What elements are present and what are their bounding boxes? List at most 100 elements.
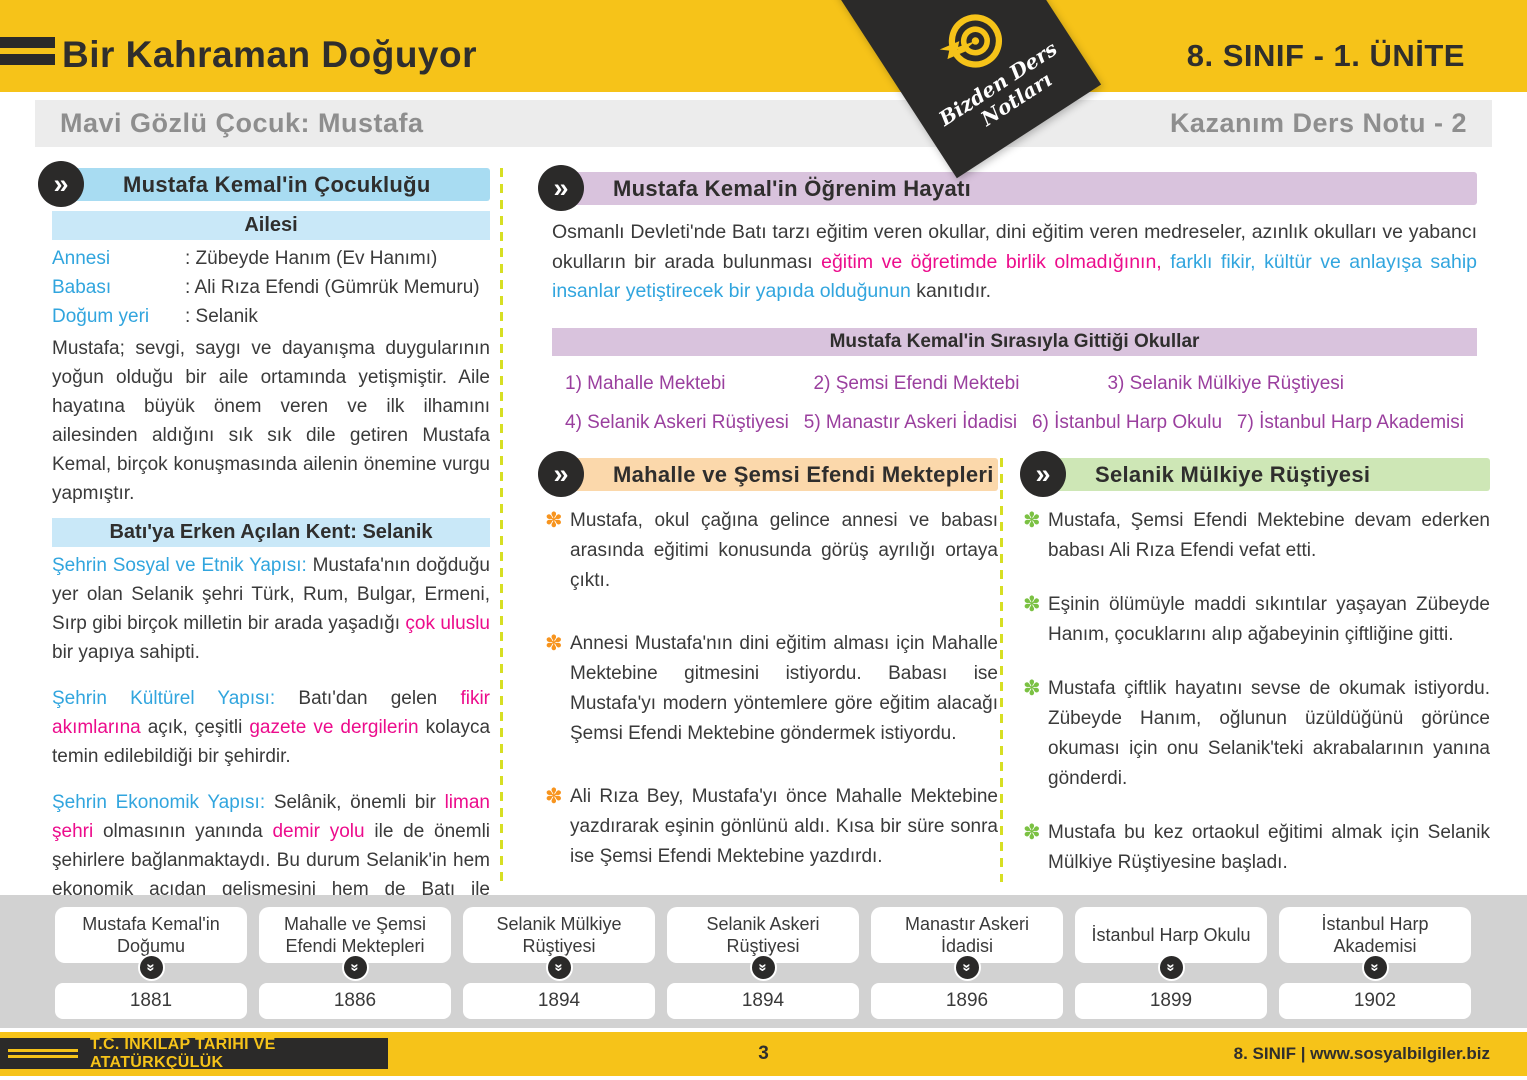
- double-chevron-icon: »: [538, 451, 584, 497]
- flower-bullet-icon: ✽: [1023, 509, 1041, 532]
- corner-ribbon: Bizden Ders Notları: [810, 0, 1102, 179]
- section-subheader-selanik: Batı'ya Erken Açılan Kent: Selanik: [52, 518, 490, 547]
- lesson-subtitle: Mavi Gözlü Çocuk: Mustafa: [60, 108, 424, 138]
- dashed-divider-vertical: [500, 168, 503, 884]
- section-childhood: » Mustafa Kemal'in Çocukluğu Ailesi Anne…: [35, 161, 491, 933]
- equals-bars-icon: [0, 37, 55, 71]
- family-row: Babası : Ali Rıza Efendi (Gümrük Memuru): [52, 273, 490, 302]
- section-header-childhood: » Mustafa Kemal'in Çocukluğu: [38, 161, 490, 207]
- subtitle-bar: Mavi Gözlü Çocuk: Mustafa Kazanım Ders N…: [35, 100, 1492, 147]
- school-item: 7) İstanbul Harp Akademisi: [1236, 411, 1464, 433]
- page-title: Bir Kahraman Doğuyor: [62, 34, 478, 75]
- double-chevron-icon: »: [538, 165, 584, 211]
- school-item: 2) Şemsi Efendi Mektebi: [813, 372, 1020, 394]
- timeline-item: Mustafa Kemal'in Doğumu » 1881: [55, 907, 247, 1019]
- bullet-text: Mustafa, okul çağına gelince annesi ve b…: [570, 510, 998, 591]
- bullet-text: Mustafa çiftlik hayatını sevse de okumak…: [1048, 678, 1490, 789]
- bullet-text: Eşinin ölümüyle maddi sıkıntılar yaşayan…: [1048, 594, 1490, 645]
- bullet-text: Mustafa, Şemsi Efendi Mektebine devam ed…: [1048, 510, 1490, 561]
- timeline-event-label: Mahalle ve Şemsi Efendi Mektepleri: [259, 907, 451, 963]
- double-chevron-down-icon: »: [749, 954, 777, 981]
- schools-list-row-1: 1) Mahalle Mektebi 2) Şemsi Efendi Mekteb…: [552, 373, 1477, 395]
- timeline-year: 1894: [463, 983, 655, 1019]
- family-label: Babası: [52, 277, 112, 298]
- double-chevron-down-icon: »: [545, 954, 573, 981]
- double-chevron-down-icon: »: [137, 954, 165, 981]
- timeline-year: 1894: [667, 983, 859, 1019]
- flower-bullet-icon: ✽: [545, 509, 563, 532]
- double-chevron-down-icon: »: [1361, 954, 1389, 981]
- timeline-year: 1902: [1279, 983, 1471, 1019]
- timeline-item: Selanik Askeri Rüştiyesi » 1894: [667, 907, 859, 1019]
- timeline-year: 1886: [259, 983, 451, 1019]
- timeline-item: Mahalle ve Şemsi Efendi Mektepleri » 188…: [259, 907, 451, 1019]
- education-intro-paragraph: Osmanlı Devleti'nde Batı tarzı eğitim ve…: [552, 221, 1478, 302]
- family-row: Annesi : Zübeyde Hanım (Ev Hanımı): [52, 244, 490, 273]
- bullet-text: Ali Rıza Bey, Mustafa'yı önce Mahalle Me…: [570, 786, 998, 867]
- family-value: : Ali Rıza Efendi (Gümrük Memuru): [185, 277, 480, 298]
- footer-course-label: T.C. İNKILAP TARİHİ VE ATATÜRKÇÜLÜK: [90, 1035, 276, 1071]
- double-chevron-icon: »: [38, 161, 84, 207]
- section-title: Mahalle ve Şemsi Efendi Mektepleri: [613, 461, 994, 487]
- timeline-item: İstanbul Harp Akademisi » 1902: [1279, 907, 1471, 1019]
- bullet-item: ✽ Eşinin ölümüyle maddi sıkıntılar yaşay…: [1008, 590, 1490, 650]
- section-header-mahalle: » Mahalle ve Şemsi Efendi Mektepleri: [538, 451, 998, 497]
- family-paragraph: Mustafa; sevgi, saygı ve dayanışma duygu…: [52, 338, 490, 504]
- note-number-label: Kazanım Ders Notu - 2: [1169, 108, 1467, 138]
- timeline-event-label: Manastır Askeri İdadisi: [871, 907, 1063, 963]
- flower-bullet-icon: ✽: [545, 785, 563, 808]
- flower-bullet-icon: ✽: [1023, 593, 1041, 616]
- timeline-year: 1881: [55, 983, 247, 1019]
- family-value: : Zübeyde Hanım (Ev Hanımı): [185, 248, 438, 269]
- bullet-text: Mustafa bu kez ortaokul eğitimi almak iç…: [1048, 822, 1490, 873]
- double-chevron-down-icon: »: [341, 954, 369, 981]
- timeline-event-label: Selanik Mülkiye Rüştiyesi: [463, 907, 655, 963]
- bullet-item: ✽ Mustafa, okul çağına gelince annesi ve…: [530, 506, 998, 596]
- schools-list-row-2: 4) Selanik Askeri Rüştiyesi 5) Manastır A…: [552, 412, 1477, 434]
- unit-label: 8. SINIF - 1. ÜNİTE: [1186, 38, 1465, 73]
- section-mahalle-semsi: » Mahalle ve Şemsi Efendi Mektepleri ✽ M…: [530, 451, 998, 872]
- brand-target-arrow-icon: [939, 14, 1003, 68]
- footer-band: 3 T.C. İNKILAP TARİHİ VE ATATÜRKÇÜLÜK 8.…: [0, 1032, 1527, 1076]
- section-title: Selanik Mülkiye Rüştiyesi: [1095, 461, 1371, 487]
- bullet-list: ✽ Mustafa, Şemsi Efendi Mektebine devam …: [1008, 506, 1490, 878]
- family-label: Doğum yeri: [52, 306, 150, 327]
- footer-lines-icon: [8, 1046, 78, 1061]
- double-chevron-down-icon: »: [953, 954, 981, 981]
- timeline-event-label: Mustafa Kemal'in Doğumu: [55, 907, 247, 963]
- family-row: Doğum yeri : Selanik: [52, 302, 490, 331]
- bullet-text: Annesi Mustafa'nın dini eğitim alması iç…: [570, 633, 998, 744]
- bullet-item: ✽ Annesi Mustafa'nın dini eğitim alması …: [530, 629, 998, 749]
- timeline-year: 1899: [1075, 983, 1267, 1019]
- family-table-header: Ailesi: [52, 211, 490, 240]
- family-label: Annesi: [52, 248, 111, 269]
- footer-course-badge: T.C. İNKILAP TARİHİ VE ATATÜRKÇÜLÜK: [0, 1035, 388, 1071]
- school-item: 1) Mahalle Mektebi: [565, 372, 726, 394]
- timeline-event-label: İstanbul Harp Akademisi: [1279, 907, 1471, 963]
- footer-page-number: 3: [758, 1043, 769, 1064]
- timeline-item: Selanik Mülkiye Rüştiyesi » 1894: [463, 907, 655, 1019]
- timeline-item: İstanbul Harp Okulu » 1899: [1075, 907, 1267, 1019]
- bullet-item: ✽ Ali Rıza Bey, Mustafa'yı önce Mahalle …: [530, 782, 998, 872]
- timeline-event-label: Selanik Askeri Rüştiyesi: [667, 907, 859, 963]
- flower-bullet-icon: ✽: [545, 632, 563, 655]
- paragraph-social-structure: Şehrin Sosyal ve Etnik Yapısı: Mustafa'n…: [52, 555, 490, 663]
- section-title: Mustafa Kemal'in Çocukluğu: [123, 171, 431, 197]
- bullet-item: ✽ Mustafa bu kez ortaokul eğitimi almak …: [1008, 818, 1490, 878]
- school-item: 6) İstanbul Harp Okulu: [1031, 411, 1223, 433]
- section-title: Mustafa Kemal'in Öğrenim Hayatı: [613, 175, 972, 201]
- timeline-event-label: İstanbul Harp Okulu: [1075, 907, 1267, 963]
- dashed-divider-vertical: [1000, 458, 1003, 882]
- school-item: 3) Selanik Mülkiye Rüştiyesi: [1107, 372, 1344, 394]
- schools-list-header: Mustafa Kemal'in Sırasıyla Gittiği Okull…: [552, 327, 1477, 356]
- section-mulkiye: » Selanik Mülkiye Rüştiyesi ✽ Mustafa, Ş…: [1008, 451, 1490, 878]
- header-band: Bir Kahraman Doğuyor 8. SINIF - 1. ÜNİTE: [0, 0, 1527, 92]
- flower-bullet-icon: ✽: [1023, 677, 1041, 700]
- school-item: 4) Selanik Askeri Rüştiyesi: [565, 411, 789, 433]
- footer-site-label: 8. SINIF | www.sosyalbilgiler.biz: [1233, 1044, 1490, 1063]
- paragraph-cultural-structure: Şehrin Kültürel Yapısı: Batı'dan gelen f…: [52, 688, 491, 767]
- section-header-education: » Mustafa Kemal'in Öğrenim Hayatı: [538, 165, 1477, 211]
- bullet-item: ✽ Mustafa, Şemsi Efendi Mektebine devam …: [1008, 506, 1490, 566]
- section-header-mulkiye: » Selanik Mülkiye Rüştiyesi: [1020, 451, 1490, 497]
